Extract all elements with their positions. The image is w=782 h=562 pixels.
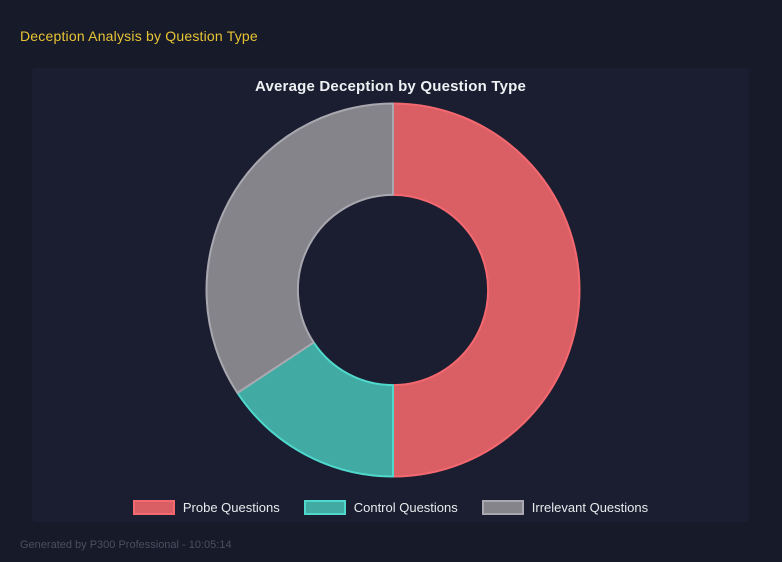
legend-swatch-control-questions: [303, 500, 346, 515]
legend-swatch-irrelevant-questions: [481, 500, 524, 515]
doughnut-segment-control-questions[interactable]: [236, 341, 394, 478]
chart-legend: Probe Questions Control Questions Irreleva…: [32, 500, 749, 515]
legend-swatch-probe-questions: [132, 500, 175, 515]
legend-label: Probe Questions: [182, 500, 280, 515]
legend-item-probe-questions[interactable]: Probe Questions: [132, 500, 280, 515]
legend-label: Irrelevant Questions: [531, 500, 649, 515]
chart-title: Average Deception by Question Type: [254, 78, 527, 95]
page-title: Deception Analysis by Question Type: [20, 28, 258, 44]
legend-item-irrelevant-questions[interactable]: Irrelevant Questions: [481, 500, 649, 515]
footer-text: Generated by P300 Professional - 10:05:1…: [20, 539, 232, 551]
doughnut-segment-irrelevant-questions[interactable]: [205, 102, 394, 394]
doughnut-chart: [205, 102, 581, 478]
chart-panel: Average Deception by Question Type Probe…: [32, 68, 749, 522]
legend-item-control-questions[interactable]: Control Questions: [303, 500, 458, 515]
legend-label: Control Questions: [353, 500, 458, 515]
doughnut-segment-probe-questions[interactable]: [392, 102, 581, 478]
